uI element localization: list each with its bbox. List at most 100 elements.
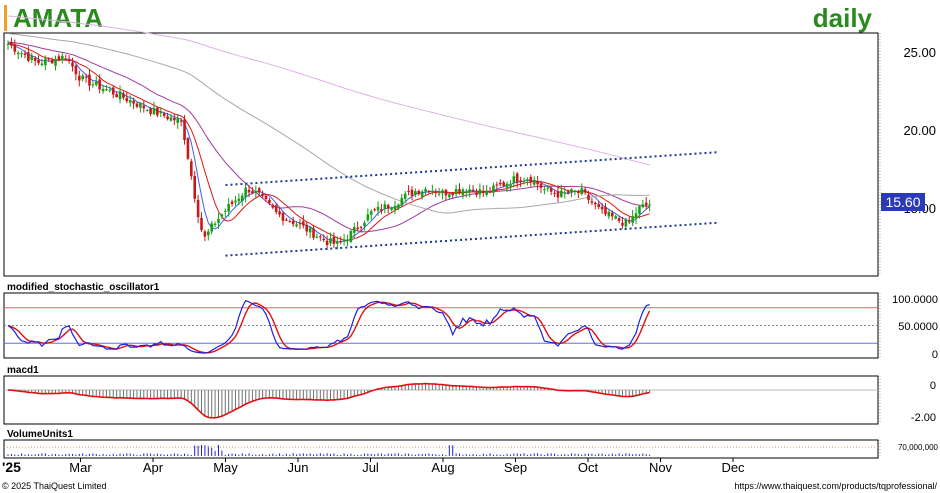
candle-body [505,183,509,188]
candle-body [560,190,563,197]
candle-body [223,210,227,212]
ma-200-line [7,15,650,166]
candle-body [47,58,51,60]
candle-body [329,238,332,244]
candle-body [363,222,366,227]
candle-body [583,189,587,193]
ma-25-line [7,41,650,233]
candle-body [291,220,295,225]
year-label: '25 [2,459,21,475]
candle-body [417,190,421,195]
stoch-tick-50: 50.0000 [898,321,938,333]
candle-body [393,205,397,210]
candle-body [176,118,180,123]
candle-body [64,58,68,60]
candle-body [403,193,407,199]
candle-body [373,209,376,211]
macd-tick-0: 0 [930,380,936,392]
candle-body [27,52,30,61]
candle-body [254,190,258,193]
candle-body [278,211,281,215]
candle-body [532,179,536,185]
candle-body [644,202,648,206]
candle-body [359,226,363,228]
footer-copyright: © 2025 ThaiQuest Limited [2,481,107,491]
price-panel-frame [3,32,879,277]
candle-body [553,192,556,194]
candle-body [600,206,604,210]
candle-body [563,192,567,194]
candle-body [108,89,112,91]
candle-body [30,56,34,60]
candle-body [397,204,400,209]
candle-body [366,214,370,221]
candle-body [607,211,611,217]
candle-body [193,176,197,199]
candle-body [529,176,533,182]
candle-body [271,204,275,208]
trend-channel [225,151,719,257]
candle-body [498,182,502,185]
candle-body [549,188,553,192]
candle-body [339,241,342,243]
candle-body [61,55,64,61]
candle-body [539,183,543,188]
macd-tick-minus2: -2.00 [911,412,936,424]
candle-body [206,231,210,236]
month-label-may: May [213,460,238,475]
candle-body [217,218,220,223]
candle-body [227,204,230,212]
candle-body [295,224,298,227]
candle-body [407,190,410,192]
candle-body [634,213,638,219]
month-label-sep: Sep [504,460,527,475]
candle-body [641,204,645,208]
candle-body [210,223,213,232]
candle-body [91,84,95,86]
candle-body [196,199,200,218]
month-label-nov: Nov [649,460,673,475]
candle-body [604,206,607,215]
candle-body [142,105,146,109]
candle-body [173,117,176,121]
candle-body [37,59,40,64]
candle-body [610,212,614,217]
candle-body [77,75,81,81]
candle-body [526,179,529,181]
candle-body [257,188,261,193]
ma-10-line [7,42,650,241]
macd-line [7,382,650,419]
candle-body [213,223,217,225]
price-tick-25: 25.00 [903,45,936,60]
candle-body [587,194,590,200]
candle-body [237,198,241,202]
stoch-k-line [7,299,650,354]
footer-url: https://www.thaiquest.com/products/tqpro… [734,481,937,491]
month-label-mar: Mar [69,460,92,475]
candle-body [627,221,631,223]
candle-body [536,181,539,185]
month-label-aug: Aug [431,460,454,475]
candle-body [617,218,621,221]
candle-body [458,189,461,193]
candle-body [624,219,628,227]
month-label-jun: Jun [288,460,309,475]
candle-body [179,120,183,122]
candle-body [468,189,471,192]
candle-body [590,201,594,203]
candle-body [594,202,597,205]
candle-body [427,190,431,193]
candle-body [115,94,118,97]
candle-body [478,189,482,195]
volume-label: VolumeUnits1 [7,429,73,440]
candle-body [298,223,302,225]
candle-body [485,190,488,195]
price-tick-20: 20.00 [903,123,936,138]
candle-body [16,52,20,55]
candle-body [118,91,122,100]
candle-body [325,240,329,246]
stoch-tick-0: 0 [932,349,938,361]
candle-body [451,193,455,196]
volume-tick: 70,000,000 [898,443,939,452]
